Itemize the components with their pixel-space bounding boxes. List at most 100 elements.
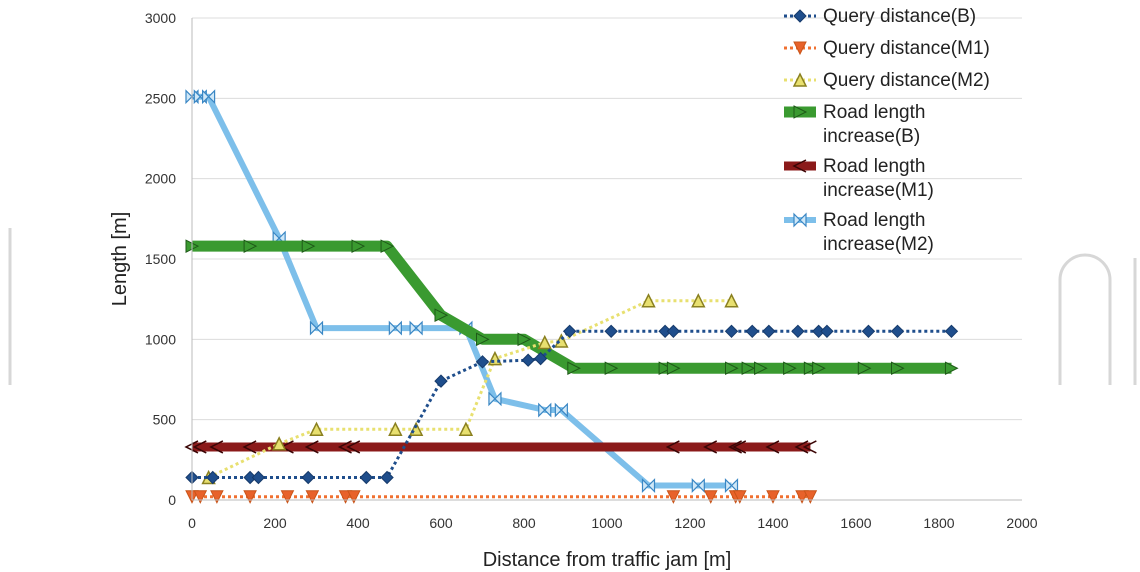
data-point xyxy=(944,361,959,376)
data-point xyxy=(359,470,374,485)
data-point xyxy=(346,440,361,454)
data-point xyxy=(538,402,552,418)
data-point xyxy=(567,361,581,376)
y-tick-label: 2000 xyxy=(145,171,176,187)
data-point xyxy=(206,470,220,485)
data-point xyxy=(242,440,257,454)
data-point xyxy=(783,361,797,376)
legend-label: increase(B) xyxy=(823,126,920,147)
data-point xyxy=(891,361,905,376)
data-point xyxy=(732,440,747,454)
data-point xyxy=(795,490,809,504)
data-point xyxy=(202,89,216,105)
data-point xyxy=(243,239,258,253)
data-point xyxy=(754,361,768,376)
data-point xyxy=(562,324,577,339)
data-point xyxy=(724,293,739,308)
legend-item: Road length increase(M1) xyxy=(784,156,934,201)
series-triangle-down xyxy=(185,490,818,504)
axes: 0 500 1000 1500 2000 2500 3000 0 200 400 600 800 100… xyxy=(145,10,1038,531)
x-tick-label: 1800 xyxy=(923,515,954,531)
data-point xyxy=(724,478,739,493)
data-point xyxy=(338,490,353,504)
data-point xyxy=(725,361,739,376)
legend-label: increase(M2) xyxy=(823,234,934,255)
data-point xyxy=(812,361,826,376)
data-point xyxy=(193,490,208,504)
series-arrow-left xyxy=(184,440,817,454)
data-point xyxy=(434,308,449,323)
data-point xyxy=(301,239,316,253)
data-point xyxy=(890,324,905,339)
data-point xyxy=(793,212,807,228)
data-point xyxy=(304,440,319,454)
data-point xyxy=(793,105,808,119)
legend-item: Query distance(M2) xyxy=(784,70,990,91)
legend-item: Road length increase(M2) xyxy=(784,210,934,255)
data-point xyxy=(434,374,448,388)
y-axis-title: Length [m] xyxy=(109,212,131,307)
data-point xyxy=(337,440,352,454)
y-tick-label: 3000 xyxy=(145,10,176,26)
legend-label: Query distance(M1) xyxy=(823,38,990,59)
data-point xyxy=(210,490,224,504)
data-point xyxy=(857,361,872,376)
data-point xyxy=(802,440,817,454)
x-tick-label: 400 xyxy=(346,515,370,531)
y-tick-label: 1000 xyxy=(145,331,176,347)
data-point xyxy=(803,361,818,376)
y-tick-label: 2500 xyxy=(145,90,176,106)
series-triangle-right xyxy=(185,239,959,376)
x-tick-label: 600 xyxy=(429,515,453,531)
data-point xyxy=(762,324,776,339)
data-point xyxy=(458,421,474,437)
series-line xyxy=(207,299,732,479)
data-point xyxy=(793,9,807,23)
data-point xyxy=(521,353,535,367)
data-point xyxy=(604,324,618,339)
data-point xyxy=(475,355,490,369)
data-point xyxy=(703,440,718,454)
series-triangle-up xyxy=(201,293,739,485)
x-axis-title: Distance from traffic jam [m] xyxy=(483,549,732,571)
data-point xyxy=(388,320,402,336)
data-point xyxy=(351,239,366,253)
data-point xyxy=(803,490,818,504)
data-point xyxy=(691,478,705,493)
data-point xyxy=(944,324,959,339)
data-point xyxy=(666,490,681,504)
data-point xyxy=(666,361,681,376)
data-point xyxy=(666,324,681,339)
data-point xyxy=(243,490,257,504)
data-point xyxy=(184,440,199,454)
data-point xyxy=(305,490,320,504)
data-point xyxy=(791,324,805,339)
data-point xyxy=(388,421,403,437)
data-point xyxy=(554,402,568,418)
data-point xyxy=(604,361,619,376)
data-point xyxy=(380,239,395,253)
x-tick-label: 1400 xyxy=(757,515,788,531)
legend-label: Road length xyxy=(823,102,925,123)
data-point xyxy=(703,490,718,504)
data-point xyxy=(766,490,780,504)
legend-label: Road length xyxy=(823,156,925,177)
legend-label: Query distance(M2) xyxy=(823,70,990,91)
legend-label: Query distance(B) xyxy=(823,6,976,27)
data-point xyxy=(861,324,876,339)
data-point xyxy=(271,436,287,451)
data-point xyxy=(792,159,807,173)
data-point xyxy=(745,324,759,339)
legend-item: Road length increase(B) xyxy=(784,102,925,147)
legend-label: Road length xyxy=(823,210,925,231)
data-point xyxy=(727,440,742,454)
data-point xyxy=(380,470,394,485)
data-point xyxy=(537,334,552,350)
data-point xyxy=(732,490,747,504)
data-point xyxy=(792,72,808,87)
data-point xyxy=(820,324,834,339)
data-point xyxy=(658,361,673,376)
data-point xyxy=(409,320,423,336)
series-line xyxy=(192,329,952,479)
